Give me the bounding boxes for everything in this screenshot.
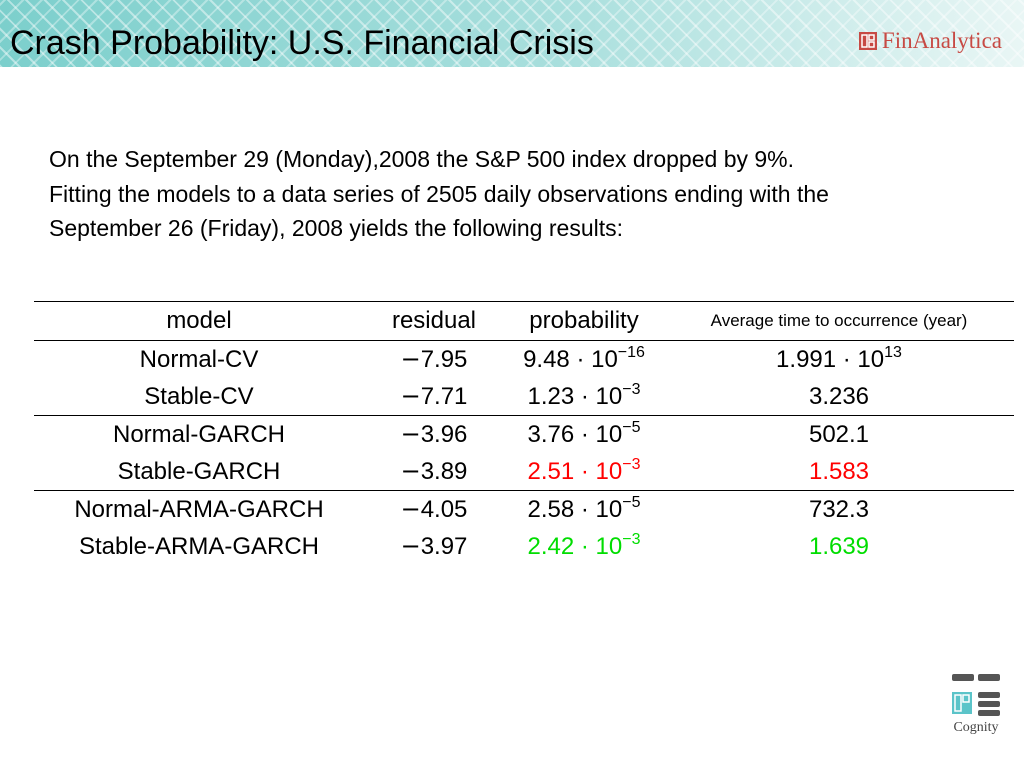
probability-cell: 3.76 · 10−5 xyxy=(504,415,664,453)
model-cell: Stable-GARCH xyxy=(117,457,281,485)
residual-cell: −3.89 xyxy=(400,457,468,485)
probability-cell: 2.58 · 10−5 xyxy=(504,490,664,528)
table-body: Normal-CV −7.95 9.48 · 10−16 1.991 · 1013 St… xyxy=(34,341,1014,566)
table-row: Normal-ARMA-GARCH −4.05 2.58 · 10−5 732.3 xyxy=(34,490,1014,528)
table-row: Normal-CV −7.95 9.48 · 10−16 1.991 · 1013 xyxy=(34,341,1014,379)
average-time-cell: 732.3 xyxy=(664,490,1014,528)
table-row: Stable-CV −7.71 1.23 · 10−3 3.236 xyxy=(34,378,1014,416)
probability-cell: 9.48 · 10−16 xyxy=(523,343,645,373)
finanalytica-logo-icon xyxy=(858,32,877,50)
title-banner: Crash Probability: U.S. Financial Crisis… xyxy=(0,0,1024,67)
column-header-average-time: Average time to occurrence (year) xyxy=(710,311,968,330)
table-row: Stable-ARMA-GARCH −3.97 2.42 · 10−3 1.639 xyxy=(34,528,1014,565)
probability-cell: 2.42 · 10−3 xyxy=(527,530,641,560)
page-title: Crash Probability: U.S. Financial Crisis xyxy=(10,24,594,62)
cognity-logo-icon xyxy=(952,674,1000,716)
residual-cell: −3.96 xyxy=(364,415,504,453)
model-cell: Normal-GARCH xyxy=(34,415,364,453)
column-header-model: model xyxy=(166,307,232,334)
table-row: Stable-GARCH −3.89 2.51 · 10−3 1.583 xyxy=(34,453,1014,491)
probability-cell: 1.23 · 10−3 xyxy=(527,380,641,410)
residual-cell: −7.71 xyxy=(400,382,468,410)
residual-cell: −4.05 xyxy=(364,490,504,528)
model-cell: Stable-CV xyxy=(144,382,254,410)
average-time-cell: 1.639 xyxy=(808,532,870,560)
column-header-probability: probability xyxy=(529,307,639,334)
results-table: model residual probability Average time … xyxy=(34,301,1014,565)
table-row: Normal-GARCH −3.96 3.76 · 10−5 502.1 xyxy=(34,415,1014,453)
brand-name: FinAnalytica xyxy=(881,28,1002,53)
average-time-cell: 1.991 · 1013 xyxy=(776,343,902,373)
model-cell: Normal-ARMA-GARCH xyxy=(34,490,364,528)
cognity-logo-text: Cognity xyxy=(953,720,999,735)
residual-cell: −7.95 xyxy=(400,345,468,373)
intro-text: On the September 29 (Monday),2008 the S&… xyxy=(49,146,829,241)
model-cell: Normal-CV xyxy=(139,345,259,373)
table-header-row: model residual probability Average time … xyxy=(34,301,1014,341)
model-cell: Stable-ARMA-GARCH xyxy=(78,532,320,560)
average-time-cell: 3.236 xyxy=(808,382,870,410)
column-header-residual: residual xyxy=(391,307,477,334)
residual-cell: −3.97 xyxy=(400,532,468,560)
average-time-cell: 502.1 xyxy=(664,415,1014,453)
average-time-cell: 1.583 xyxy=(808,457,870,485)
probability-cell: 2.51 · 10−3 xyxy=(527,455,641,485)
finanalytica-logo: FinAnalytica xyxy=(858,26,1002,56)
